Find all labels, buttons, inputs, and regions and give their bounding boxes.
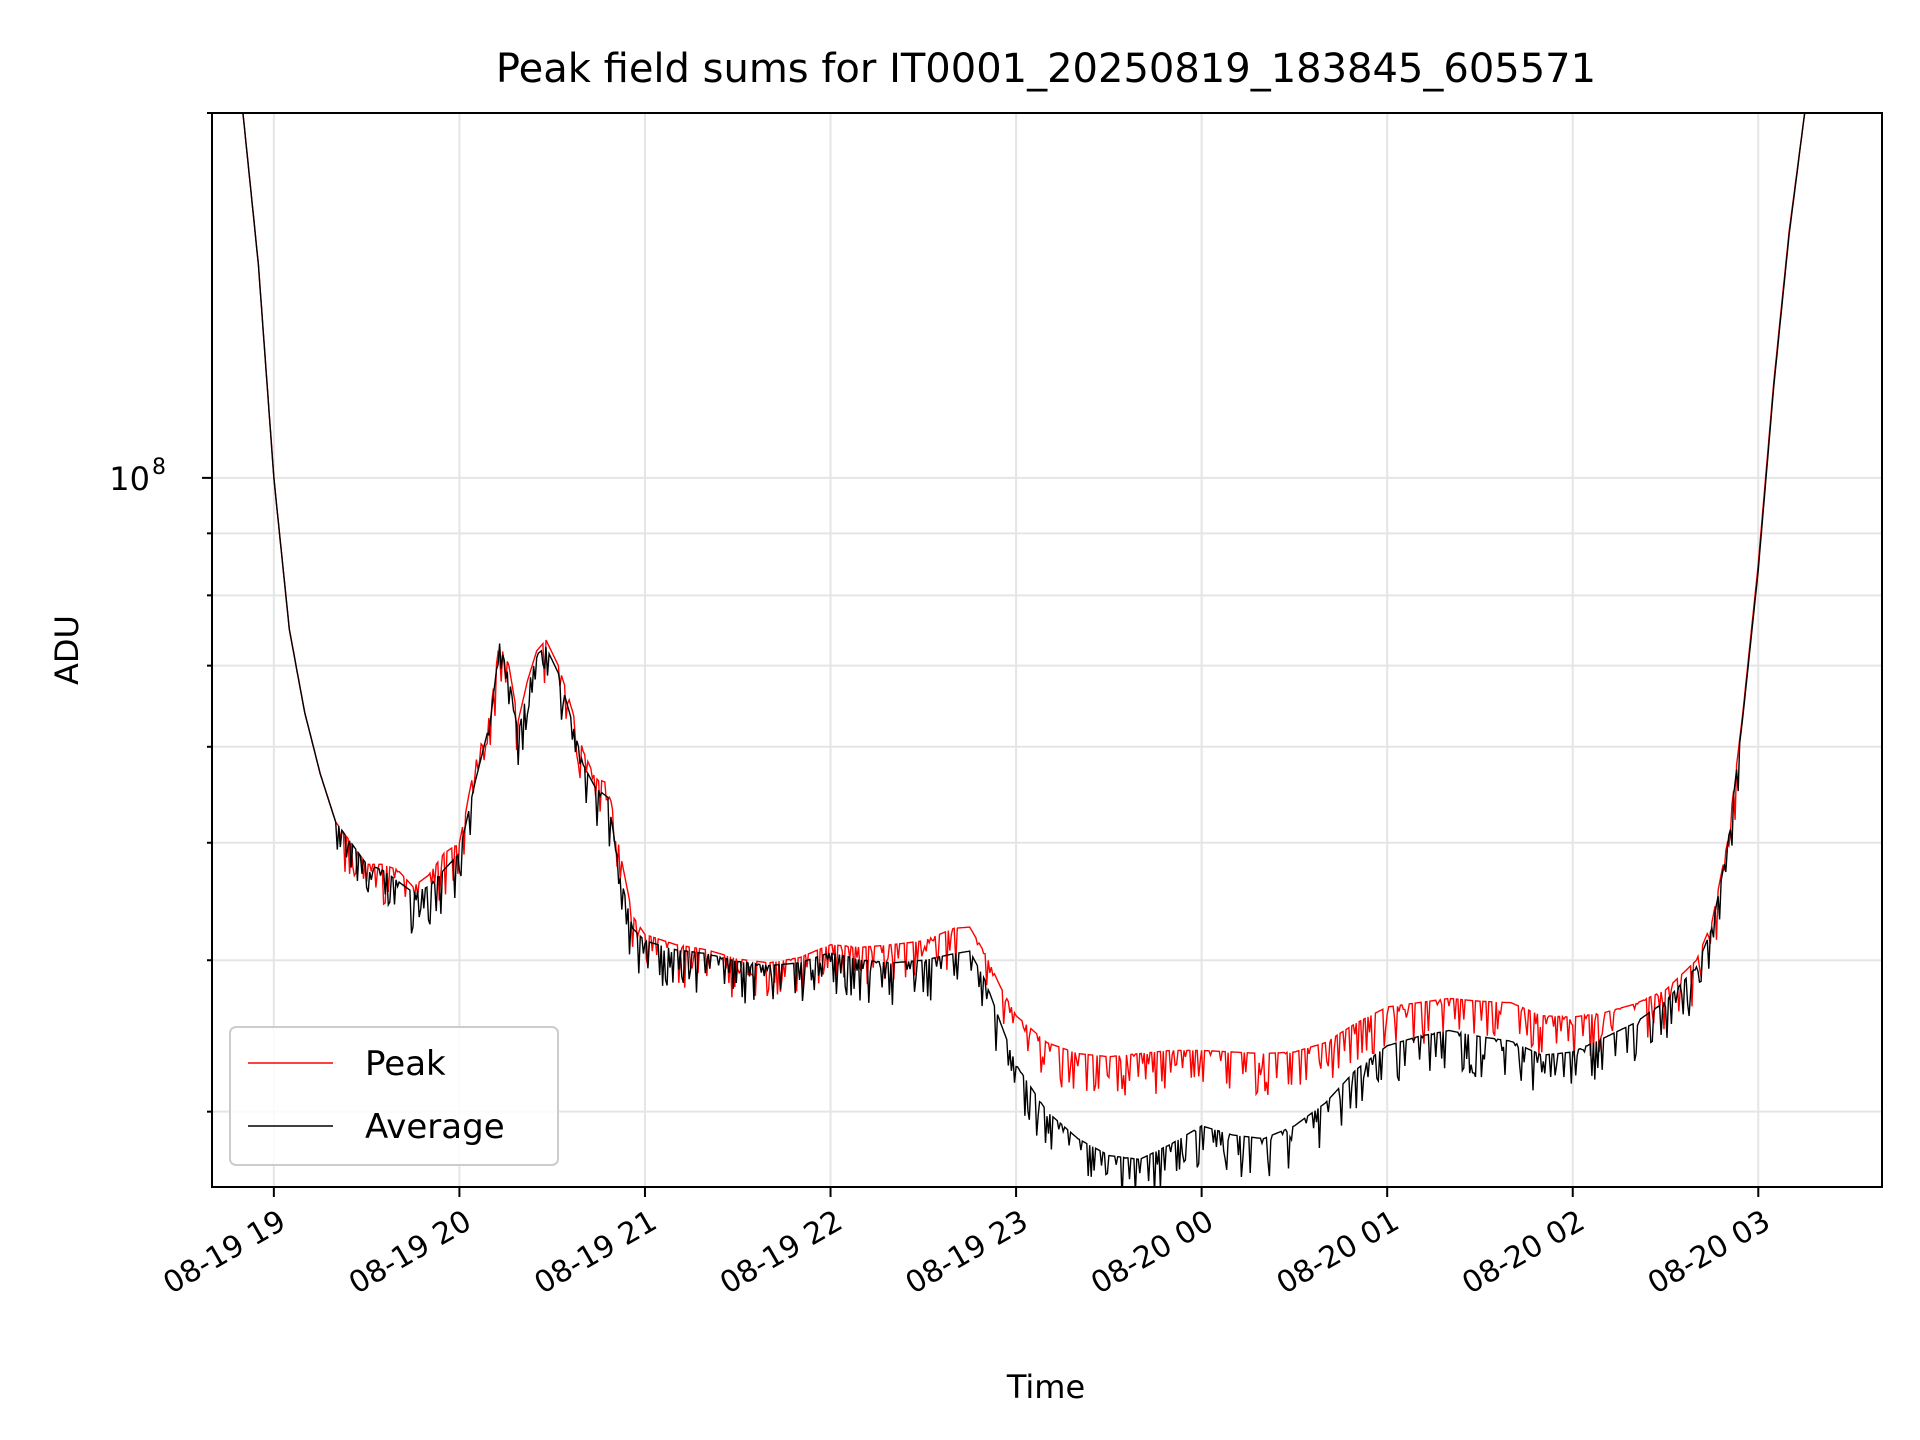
axes-frame xyxy=(211,112,1883,1188)
series-line-peak xyxy=(242,113,1806,1097)
y-tick-label-exponent: 8 xyxy=(152,455,166,480)
legend: Peak Average xyxy=(229,1026,559,1166)
series-line-average xyxy=(242,113,1806,1187)
plot-area xyxy=(242,113,1806,1187)
y-axis: 10 8 xyxy=(109,112,212,1113)
x-axis-label: Time xyxy=(1006,1368,1085,1406)
legend-label-peak: Peak xyxy=(365,1044,446,1084)
chart-title: Peak field sums for IT0001_20250819_1838… xyxy=(496,46,1596,92)
legend-label-average: Average xyxy=(365,1107,505,1147)
legend-box xyxy=(229,1026,559,1166)
y-axis-label: ADU xyxy=(48,615,86,685)
y-tick-label-base: 10 xyxy=(109,460,150,498)
